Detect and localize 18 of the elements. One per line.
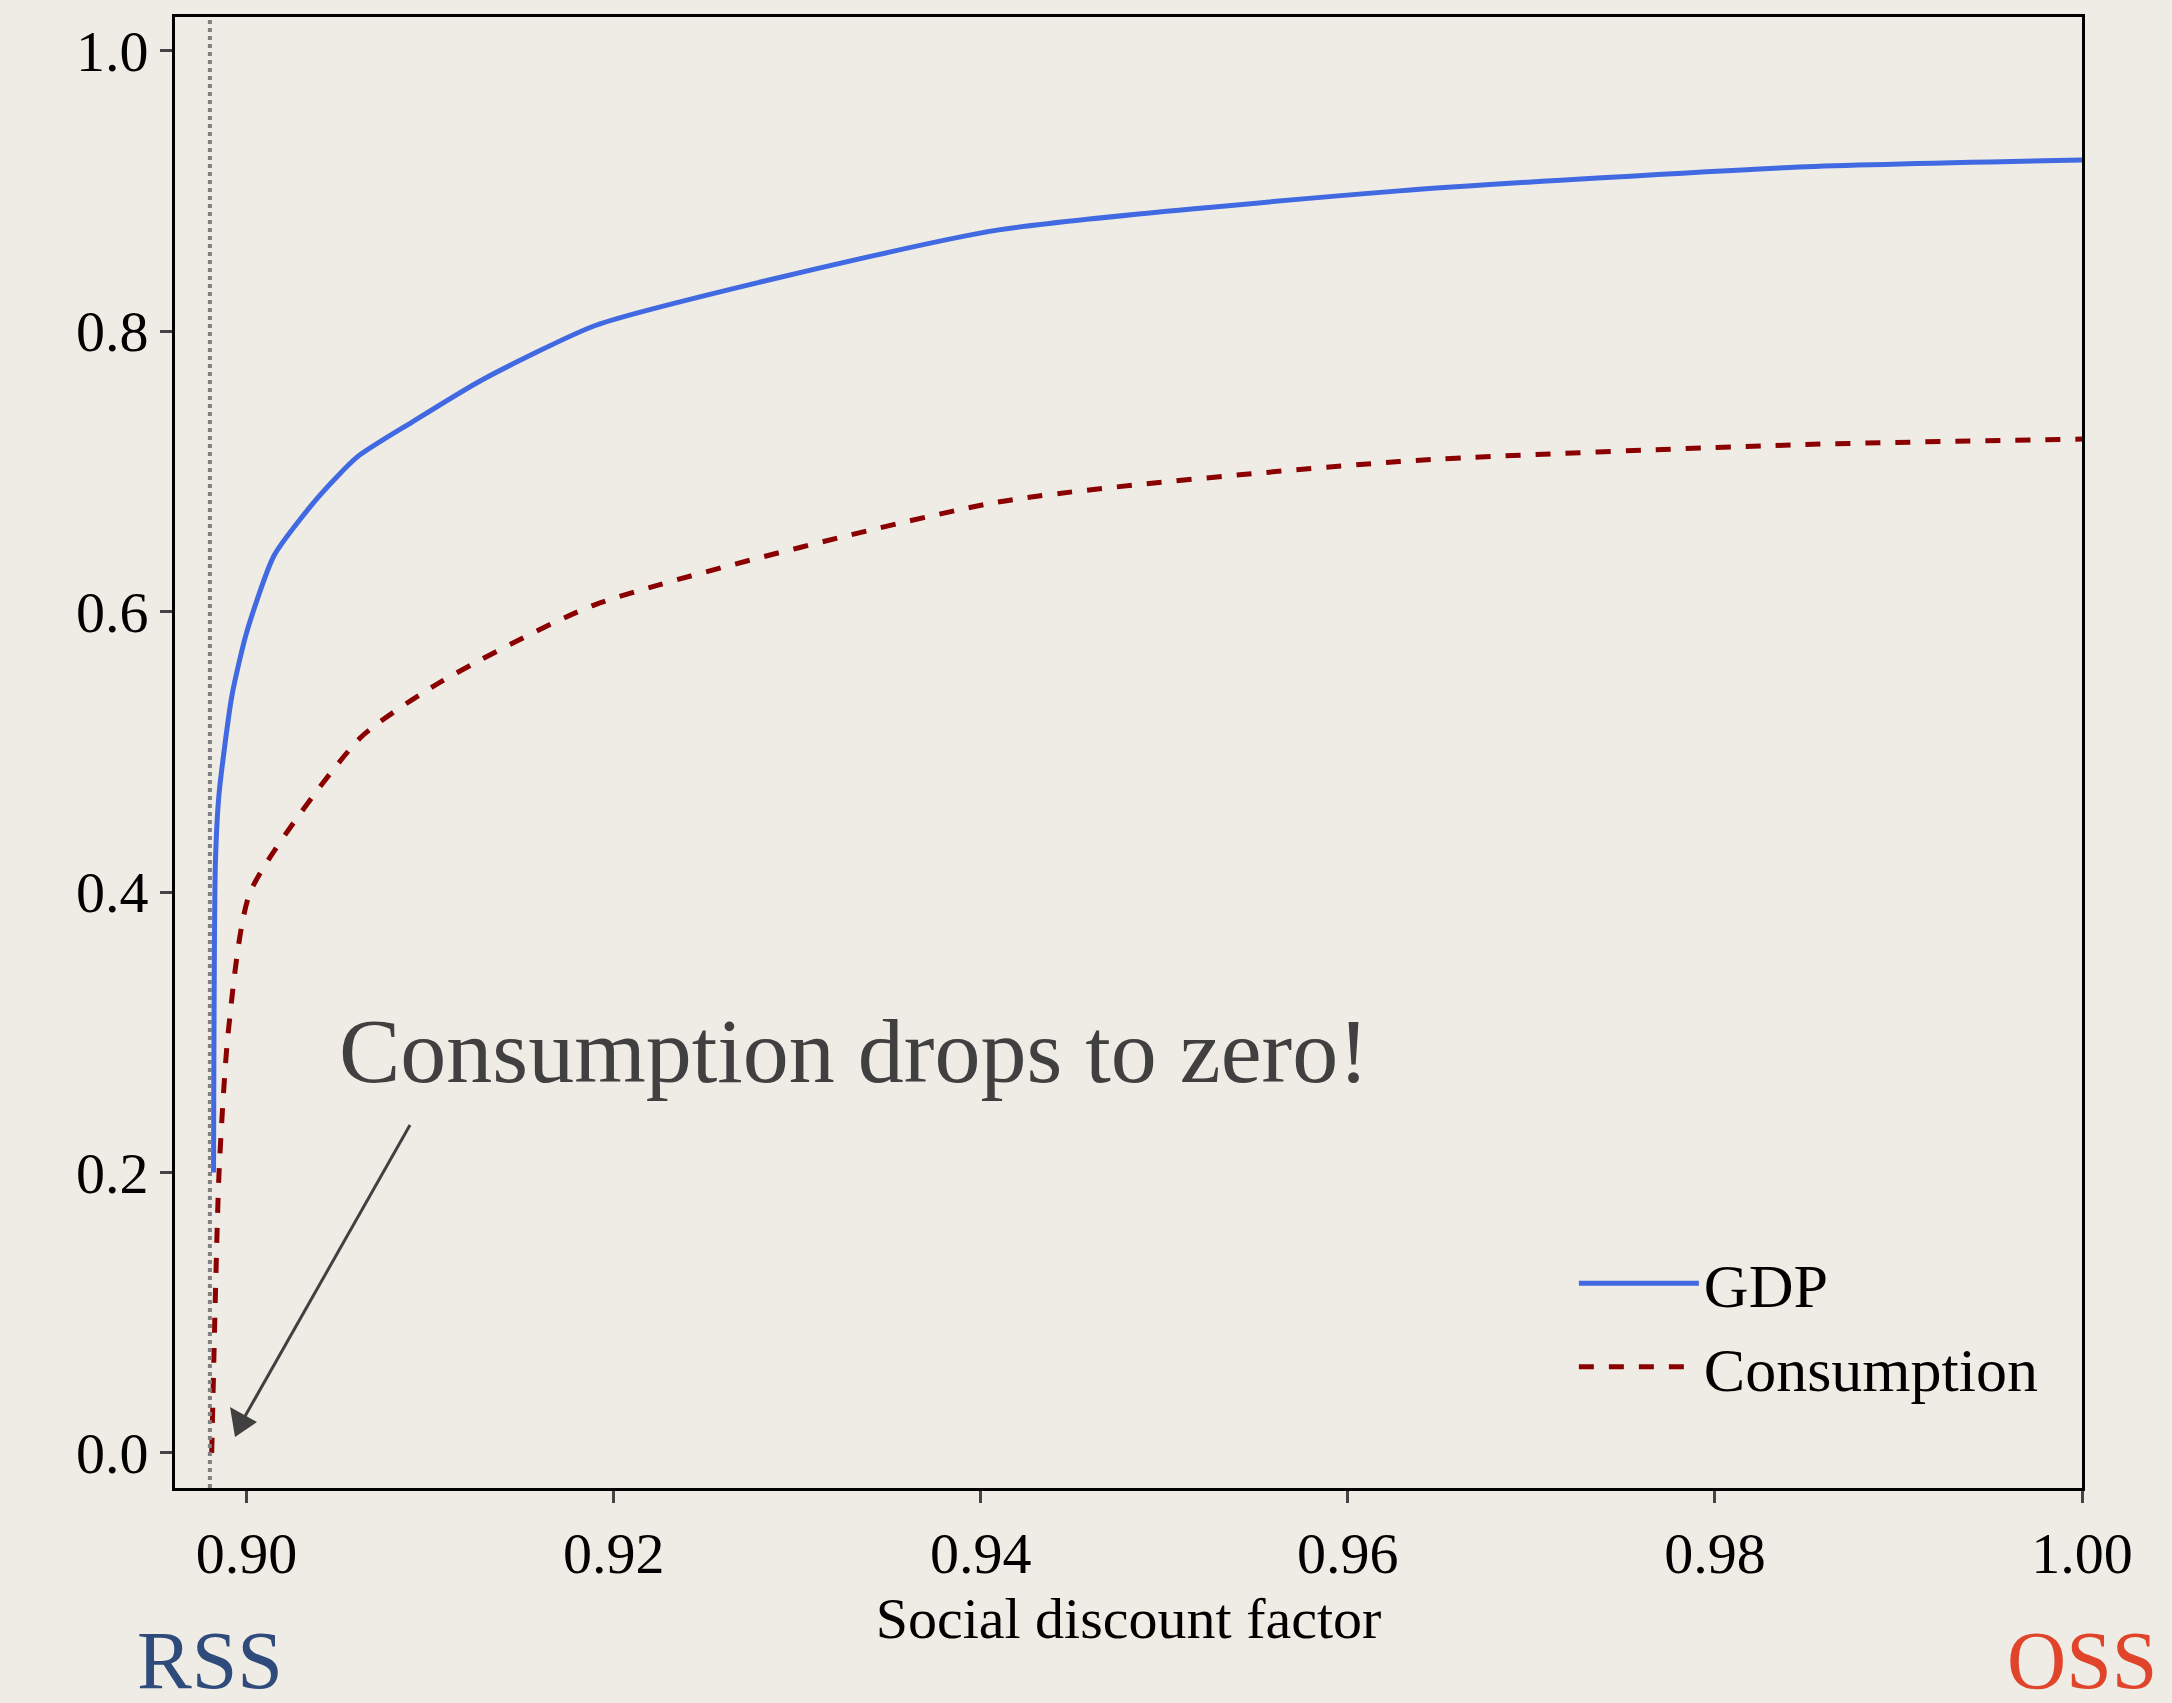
- ref-line-label: RSS: [137, 1615, 283, 1703]
- y-tick-label: 0.2: [75, 1140, 149, 1206]
- legend-label: GDP: [1703, 1252, 1828, 1321]
- y-tick-label: 0.4: [75, 860, 149, 926]
- text: OSS: [2007, 1615, 2158, 1703]
- y-tick-label: 0.8: [75, 299, 149, 365]
- x-tick-label: 0.90: [195, 1520, 298, 1586]
- x-tick-label: 1.00: [2031, 1520, 2133, 1586]
- legend-label: Consumption: [1703, 1336, 2039, 1405]
- y-tick-label: 0.0: [75, 1421, 149, 1487]
- x-tick-label: 0.96: [1297, 1520, 1399, 1586]
- annotation: Consumption drops to zero!: [339, 1000, 1369, 1102]
- y-tick-label: 1.0: [75, 18, 149, 84]
- x-tick-label: 0.92: [562, 1520, 665, 1586]
- x-tick-label: 0.94: [930, 1520, 1032, 1586]
- x-axis-title: Social discount factor: [875, 1585, 1382, 1651]
- y-tick-label: 0.6: [75, 579, 149, 645]
- x-tick-label: 0.98: [1664, 1520, 1766, 1586]
